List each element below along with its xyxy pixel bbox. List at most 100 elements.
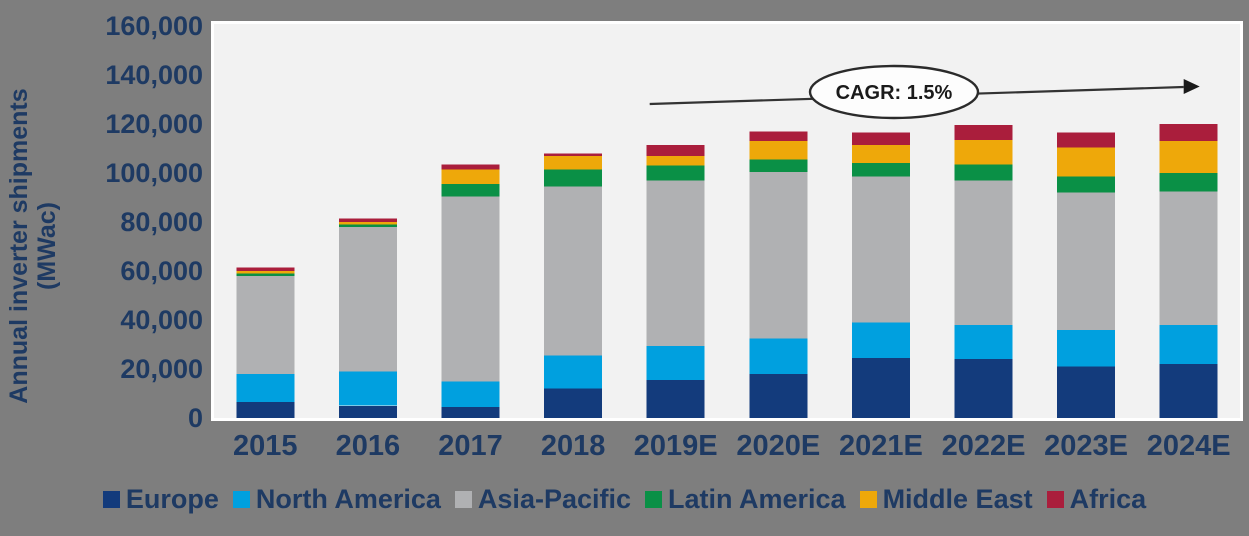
- x-axis-tick-labels: 2015 2016 2017 2018 2019E 2020E 2021E 2022E 2023…: [214, 429, 1240, 465]
- y-axis-tick-label: 80,000: [120, 207, 203, 237]
- legend-label: Europe: [125, 483, 219, 514]
- y-axis-tick-label: 60,000: [120, 256, 203, 286]
- legend-item-asia-pacific: Asia-Pacific: [454, 483, 631, 515]
- bar-segment-2015-middle-east: [236, 271, 295, 274]
- y-axis-tick-labels: 0 20,000 40,000 60,000 80,000 100,000 120,000 1…: [0, 0, 203, 440]
- bar-segment-2018-europe: [544, 388, 603, 418]
- y-axis-tick-label: 20,000: [120, 354, 203, 384]
- legend-label: Latin America: [668, 483, 846, 514]
- x-axis-tick-label-2017: 2017: [438, 430, 503, 462]
- x-axis-tick-label-2018: 2018: [540, 430, 606, 462]
- bar-segment-2023E-asia-pacific: [1057, 192, 1116, 330]
- x-axis-tick-label-2019E: 2019E: [633, 430, 718, 462]
- bar-segment-2023E-africa: [1057, 132, 1116, 148]
- bar-segment-2020E-latin-america: [749, 159, 808, 172]
- bar-segment-2022E-middle-east: [954, 139, 1013, 165]
- plot-area: CAGR: 1.5%: [211, 21, 1243, 421]
- legend-item-africa: Africa: [1046, 483, 1147, 515]
- bar-segment-2015-africa: [236, 267, 295, 271]
- y-axis-tick-label: 140,000: [105, 60, 203, 90]
- x-axis-tick-label-2015: 2015: [233, 430, 298, 462]
- bar-segment-2019E-north-america: [646, 345, 705, 380]
- bar-segment-2016-north-america: [338, 371, 397, 406]
- x-axis-tick-label-2020E: 2020E: [736, 430, 821, 462]
- bar-segment-2023E-latin-america: [1057, 176, 1116, 193]
- legend-label: Asia-Pacific: [477, 483, 631, 514]
- bar-segment-2016-africa: [338, 218, 397, 222]
- bar-segment-2020E-europe: [749, 373, 808, 418]
- bar-segment-2023E-europe: [1057, 366, 1116, 418]
- legend-swatch-icon: [454, 490, 472, 508]
- y-axis-tick-label: 120,000: [105, 109, 203, 139]
- legend-swatch-icon: [645, 490, 662, 508]
- legend-swatch-icon: [859, 490, 877, 508]
- x-axis-tick-label-2022E: 2022E: [941, 430, 1026, 462]
- bar-segment-2018-africa: [544, 153, 603, 156]
- bar-segment-2018-north-america: [544, 355, 603, 389]
- bar-segment-2024E-asia-pacific: [1159, 191, 1218, 325]
- bar-segment-2019E-middle-east: [646, 155, 705, 166]
- legend-item-latin-america: Latin America: [645, 484, 846, 515]
- bar-segment-2019E-europe: [646, 380, 705, 418]
- bar-segment-2015-north-america: [236, 373, 295, 403]
- bar-segment-2024E-africa: [1159, 124, 1218, 142]
- cagr-ellipse: [808, 64, 980, 120]
- legend-label: Africa: [1069, 483, 1147, 514]
- bar-segment-2024E-europe: [1159, 364, 1218, 418]
- bar-segment-2022E-asia-pacific: [954, 180, 1013, 325]
- bar-segment-2020E-africa: [749, 131, 808, 142]
- y-axis-tick-label: 160,000: [105, 11, 203, 41]
- legend-label: North America: [255, 483, 441, 514]
- bar-segment-2019E-africa: [646, 144, 705, 156]
- bar-segment-2023E-middle-east: [1057, 147, 1116, 177]
- bar-segment-2021E-africa: [851, 132, 910, 145]
- bar-segment-2017-latin-america: [441, 184, 500, 197]
- cagr-arrowhead-icon: [1183, 79, 1200, 94]
- legend-label: Middle East: [882, 483, 1033, 514]
- bar-segment-2021E-latin-america: [851, 163, 910, 177]
- bar-segment-2017-asia-pacific: [441, 196, 500, 382]
- bar-segment-2024E-latin-america: [1159, 173, 1218, 192]
- legend-item-europe: Europe: [102, 483, 219, 515]
- legend-item-north-america: North America: [232, 483, 441, 515]
- bar-segment-2015-latin-america: [236, 273, 295, 276]
- legend-swatch-icon: [102, 490, 120, 508]
- bar-segment-2022E-north-america: [954, 324, 1013, 360]
- y-axis-tick-label: 40,000: [120, 305, 203, 335]
- bar-segment-2016-asia-pacific: [338, 226, 397, 372]
- bar-segment-2021E-asia-pacific: [851, 176, 910, 323]
- legend-swatch-icon: [1046, 490, 1064, 508]
- bar-segment-2017-north-america: [441, 381, 500, 407]
- bar-segment-2020E-north-america: [749, 338, 808, 374]
- bar-segment-2021E-north-america: [851, 322, 910, 358]
- bar-segment-2023E-north-america: [1057, 329, 1116, 367]
- bar-segment-2022E-africa: [954, 125, 1013, 140]
- bar-segment-2018-middle-east: [544, 155, 603, 170]
- bar-segment-2016-latin-america: [338, 224, 397, 227]
- bar-segment-2018-latin-america: [544, 169, 603, 187]
- y-axis-tick-label: 100,000: [105, 158, 203, 188]
- bar-segment-2016-middle-east: [338, 222, 397, 225]
- bar-segment-2022E-latin-america: [954, 164, 1013, 181]
- bar-segment-2024E-north-america: [1159, 324, 1218, 365]
- bar-segment-2016-europe: [338, 405, 397, 418]
- bar-segment-2020E-middle-east: [749, 141, 808, 160]
- x-axis-tick-label-2016: 2016: [335, 430, 401, 462]
- bar-segment-2024E-middle-east: [1159, 141, 1218, 173]
- x-axis-tick-label-2021E: 2021E: [838, 430, 923, 462]
- x-axis-tick-label-2024E: 2024E: [1146, 430, 1231, 462]
- bar-segment-2022E-europe: [954, 359, 1013, 418]
- cagr-label: CAGR: 1.5%: [836, 82, 953, 104]
- legend: Europe North America Asia-Pacific Latin Ame…: [0, 477, 1249, 521]
- bar-segment-2020E-asia-pacific: [749, 171, 808, 339]
- bar-segment-2017-middle-east: [441, 169, 500, 184]
- bar-segment-2015-europe: [236, 402, 295, 418]
- bar-segment-2018-asia-pacific: [544, 186, 603, 356]
- bar-segment-2017-europe: [441, 407, 500, 418]
- bar-segment-2021E-europe: [851, 358, 910, 418]
- legend-item-middle-east: Middle East: [859, 483, 1033, 515]
- bar-segment-2017-africa: [441, 164, 500, 170]
- bar-segment-2019E-asia-pacific: [646, 180, 705, 346]
- x-axis-tick-label-2023E: 2023E: [1044, 430, 1129, 462]
